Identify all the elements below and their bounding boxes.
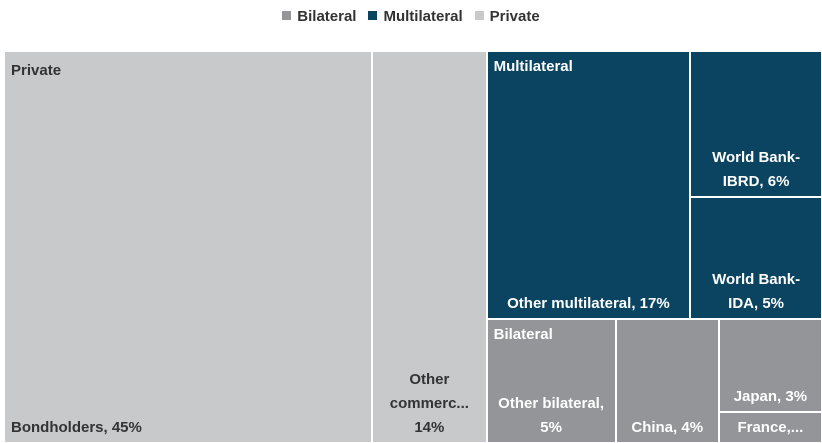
tile-label: World Bank-IDA, 5% bbox=[712, 270, 801, 312]
tile-label: France,... bbox=[737, 418, 804, 436]
treemap-tile: World Bank-IDA, 5% bbox=[690, 197, 822, 319]
legend-item: Private bbox=[474, 8, 540, 25]
legend: Bilateral Multilateral Private bbox=[0, 8, 822, 25]
treemap-tile: France,... bbox=[718, 411, 822, 443]
tile-label: Other multilateral, 17% bbox=[507, 294, 670, 312]
legend-label: Multilateral bbox=[383, 8, 463, 25]
treemap-tile: Bondholders, 45% Private bbox=[4, 51, 373, 443]
tile-label: China, 4% bbox=[631, 418, 704, 436]
legend-item: Multilateral bbox=[368, 8, 463, 25]
legend-swatch bbox=[368, 11, 378, 20]
legend-label: Bilateral bbox=[297, 8, 357, 25]
group-label: Multilateral bbox=[493, 58, 573, 75]
treemap-tile: World Bank-IBRD, 6% bbox=[690, 51, 822, 198]
tile-label: World Bank-IBRD, 6% bbox=[712, 149, 801, 191]
legend-swatch bbox=[282, 11, 292, 20]
treemap-tile: Other commerc... 14% bbox=[372, 51, 487, 443]
treemap-tile: Other multilateral, 17% Multilateral bbox=[486, 51, 691, 319]
treemap-tile: China, 4% bbox=[615, 318, 719, 443]
tile-label: Japan, 3% bbox=[733, 387, 808, 405]
tile-label: Other commerc... 14% bbox=[389, 371, 469, 436]
treemap-tile: Japan, 3% bbox=[718, 318, 822, 412]
legend-swatch bbox=[474, 11, 484, 20]
legend-item: Bilateral bbox=[282, 8, 356, 25]
tile-label: Other bilateral, 5% bbox=[498, 394, 605, 436]
group-label: Bilateral bbox=[493, 325, 553, 343]
group-label: Private bbox=[11, 62, 62, 79]
treemap-tile: Other bilateral, 5% Bilateral bbox=[486, 318, 616, 443]
legend-label: Private bbox=[489, 8, 540, 25]
tile-label: Bondholders, 45% bbox=[11, 419, 142, 436]
